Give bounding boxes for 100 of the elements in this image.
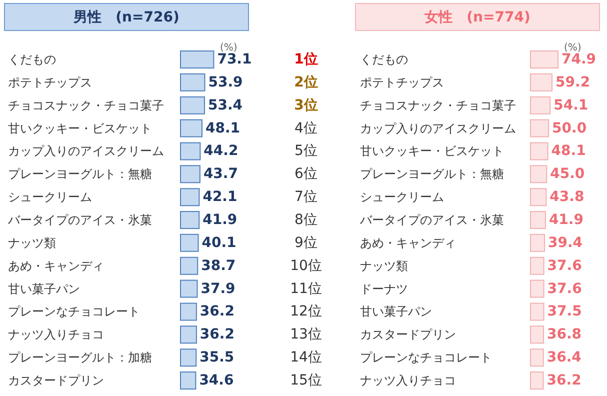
bar xyxy=(530,96,551,114)
data-label: 36.4 xyxy=(546,350,582,366)
bar xyxy=(530,234,545,252)
bar xyxy=(530,142,548,160)
bar xyxy=(530,50,558,68)
data-label: 48.1 xyxy=(206,120,240,136)
y-tick-label: チョコスナック・チョコ菓子 xyxy=(8,98,164,112)
y-tick-label: 甘い菓子パン xyxy=(360,304,432,319)
bar xyxy=(180,96,205,114)
y-tick-label: カスタードプリン xyxy=(360,328,456,342)
y-tick-label: シュークリーム xyxy=(8,190,92,204)
bar xyxy=(180,348,197,367)
y-tick-label: くだもの xyxy=(360,52,408,66)
data-label: 53.9 xyxy=(208,74,243,90)
y-tick-label: あめ・キャンディ xyxy=(8,258,104,273)
data-label: 41.9 xyxy=(548,212,584,228)
data-label: 39.4 xyxy=(548,234,583,251)
y-tick-label: チョコスナック・チョコ菓子 xyxy=(360,98,516,112)
text: 12位 xyxy=(290,304,322,320)
bar xyxy=(180,119,203,138)
data-label: 35.5 xyxy=(200,350,234,366)
y-tick-label: ナッツ入りチョコ xyxy=(8,328,104,342)
y-tick-label: バータイプのアイス・氷菓 xyxy=(7,213,152,227)
y-tick-label: プレーンヨーグルト：加糖 xyxy=(8,350,152,365)
bar xyxy=(530,372,544,390)
bar xyxy=(180,211,200,229)
text: 14位 xyxy=(290,350,322,366)
bar xyxy=(180,50,214,68)
data-label: 40.1 xyxy=(202,234,236,251)
data-label: 48.1 xyxy=(551,143,586,160)
text: 1位 xyxy=(294,51,318,68)
data-label: 45.0 xyxy=(550,166,585,182)
data-label: 36.2 xyxy=(200,326,234,343)
y-tick-label: バータイプのアイス・氷菓 xyxy=(359,213,504,227)
bar xyxy=(530,211,546,229)
y-tick-label: ドーナツ xyxy=(360,282,408,296)
bar xyxy=(530,348,544,367)
data-label: 53.4 xyxy=(208,97,243,114)
bar xyxy=(180,372,196,390)
data-label: 37.6 xyxy=(547,280,582,297)
text: 15位 xyxy=(290,372,322,389)
data-label: 36.2 xyxy=(200,304,234,320)
data-label: 36.8 xyxy=(547,326,582,343)
y-tick-label: ポテトチップス xyxy=(360,75,444,90)
bar xyxy=(180,73,206,92)
y-tick-label: ナッツ類 xyxy=(8,236,56,250)
text: 4位 xyxy=(294,120,318,136)
data-label: 37.5 xyxy=(547,304,582,320)
y-tick-label: プレーンなチョコレート xyxy=(360,350,492,365)
y-tick-label: プレーンヨーグルト：無糖 xyxy=(360,167,504,182)
bar xyxy=(180,256,198,275)
bar xyxy=(180,326,197,344)
y-tick-label: ナッツ類 xyxy=(360,258,408,273)
text: 11位 xyxy=(290,280,322,297)
bar xyxy=(180,234,199,252)
y-tick-label: 甘いクッキー・ビスケット xyxy=(360,144,504,158)
data-label: 34.6 xyxy=(199,372,234,389)
text: 8位 xyxy=(294,212,318,228)
x-axis-title: (%) xyxy=(220,42,238,54)
data-label: 59.2 xyxy=(556,74,590,90)
data-label: 43.8 xyxy=(550,189,584,206)
data-label: 41.9 xyxy=(202,212,238,228)
y-tick-label: 甘いクッキー・ビスケット xyxy=(8,121,152,136)
bar xyxy=(180,165,200,184)
data-label: 54.1 xyxy=(554,97,588,114)
y-tick-label: カップ入りのアイスクリーム xyxy=(360,121,516,136)
bar xyxy=(530,119,550,138)
bar xyxy=(530,188,547,206)
text: 2位 xyxy=(294,74,318,90)
text: 10位 xyxy=(290,258,322,274)
bar xyxy=(530,73,553,92)
y-tick-label: くだもの xyxy=(8,52,56,66)
x-axis-title: (%) xyxy=(564,42,582,54)
text: 13位 xyxy=(290,326,322,343)
data-label: 73.1 xyxy=(217,51,252,68)
y-tick-label: あめ・キャンディ xyxy=(360,236,456,250)
y-tick-label: カップ入りのアイスクリーム xyxy=(8,144,164,158)
data-label: 74.9 xyxy=(562,51,596,68)
y-tick-label: ナッツ入りチョコ xyxy=(360,374,456,388)
text: 9位 xyxy=(294,234,318,251)
data-label: 50.0 xyxy=(552,120,587,136)
data-label: 38.7 xyxy=(201,258,236,274)
y-tick-label: 甘い菓子パン xyxy=(8,282,80,296)
text: 5位 xyxy=(294,143,318,160)
y-tick-label: シュークリーム xyxy=(360,190,444,204)
bar xyxy=(180,280,198,298)
bar xyxy=(180,188,200,206)
y-tick-label: プレーンヨーグルト：無糖 xyxy=(8,167,152,182)
data-label: 37.6 xyxy=(547,258,582,274)
chart-title: 女性 (n=774) xyxy=(424,10,530,26)
bar xyxy=(530,302,544,321)
text: 3位 xyxy=(294,97,318,114)
y-tick-label: プレーンなチョコレート xyxy=(8,304,140,319)
bar xyxy=(530,165,548,184)
data-label: 42.1 xyxy=(202,189,238,206)
text: 7位 xyxy=(294,189,318,206)
data-label: 43.7 xyxy=(203,166,238,182)
y-tick-label: カスタードプリン xyxy=(8,374,104,388)
data-label: 36.2 xyxy=(546,372,582,389)
bar xyxy=(530,256,544,275)
